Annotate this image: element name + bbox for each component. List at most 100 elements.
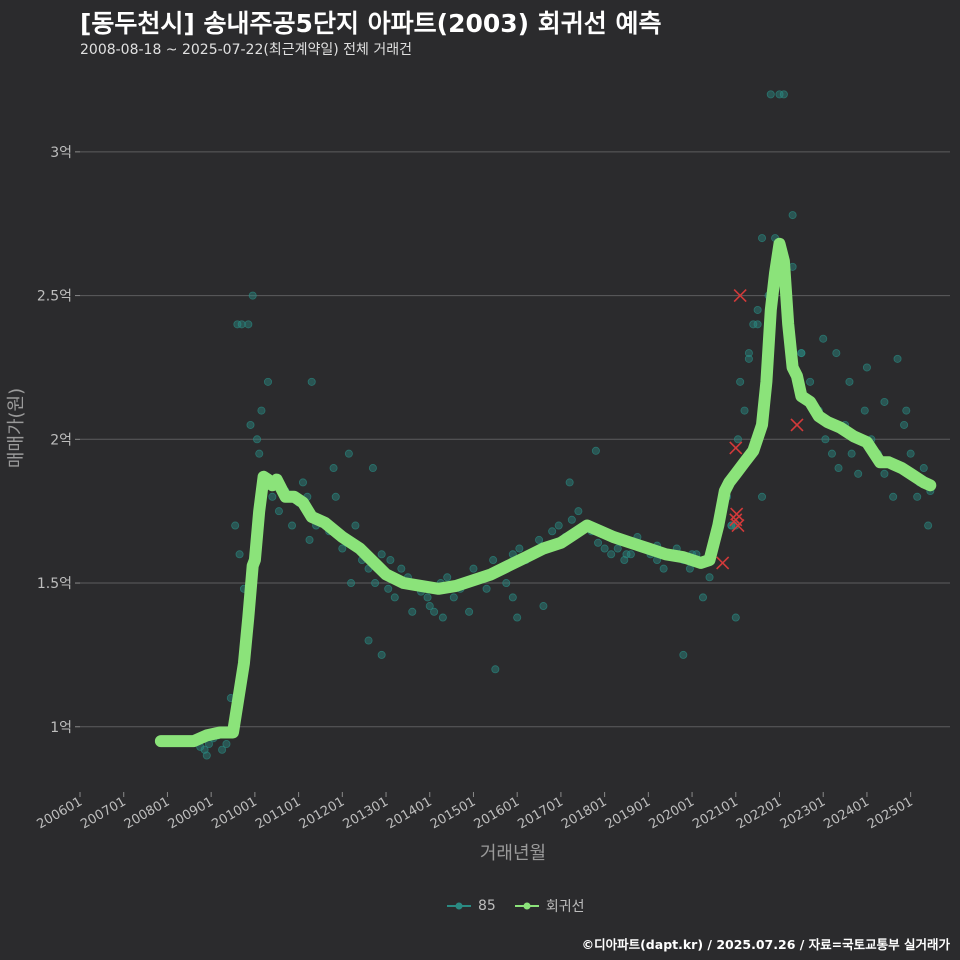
data-point bbox=[237, 320, 246, 329]
data-point bbox=[443, 573, 452, 582]
x-tick-label: 202301 bbox=[778, 794, 828, 832]
x-tick-label: 201701 bbox=[515, 794, 565, 832]
data-point bbox=[364, 636, 373, 645]
data-point bbox=[438, 613, 447, 622]
data-point bbox=[880, 469, 889, 478]
scatter-points bbox=[196, 90, 935, 760]
legend-label-85: 85 bbox=[478, 898, 496, 914]
data-point bbox=[386, 556, 395, 565]
data-point bbox=[679, 650, 688, 659]
data-point bbox=[233, 320, 242, 329]
legend: 85 회귀선 bbox=[446, 896, 594, 916]
data-point bbox=[235, 550, 244, 559]
data-point bbox=[600, 544, 609, 553]
data-point bbox=[567, 515, 576, 524]
x-axis-label: 거래년월 bbox=[480, 843, 546, 864]
data-point bbox=[860, 406, 869, 415]
data-point bbox=[913, 492, 922, 501]
data-point bbox=[274, 507, 283, 516]
x-tick-label: 201801 bbox=[559, 794, 609, 832]
data-point bbox=[268, 492, 277, 501]
data-point bbox=[758, 234, 767, 243]
data-point bbox=[591, 446, 600, 455]
data-point bbox=[244, 320, 253, 329]
x-tick-label: 200801 bbox=[122, 794, 172, 832]
x-tick-label: 201301 bbox=[341, 794, 391, 832]
x-axis-ticks: 2006012007012008012009012010012011012012… bbox=[35, 792, 916, 832]
anomaly-marker bbox=[731, 518, 745, 533]
data-point bbox=[508, 593, 517, 602]
anomaly-stroke bbox=[729, 441, 743, 455]
data-point bbox=[574, 507, 583, 516]
data-point bbox=[502, 579, 511, 588]
data-point bbox=[626, 550, 635, 559]
data-point bbox=[202, 751, 211, 760]
data-point bbox=[539, 602, 548, 611]
data-point bbox=[819, 334, 828, 343]
data-point bbox=[766, 90, 775, 99]
anomaly-stroke bbox=[731, 518, 745, 533]
data-point bbox=[902, 406, 911, 415]
data-point bbox=[847, 449, 856, 458]
data-point bbox=[821, 435, 830, 444]
anomaly-stroke bbox=[790, 418, 804, 432]
data-point bbox=[371, 579, 380, 588]
data-point bbox=[779, 90, 788, 99]
data-point bbox=[880, 397, 889, 406]
data-point bbox=[491, 665, 500, 674]
y-tick-label: 2.5억 bbox=[37, 289, 72, 305]
x-tick-label: 201101 bbox=[253, 794, 303, 832]
legend-item-regression: 회귀선 bbox=[514, 896, 585, 916]
data-point bbox=[797, 349, 806, 358]
data-point bbox=[425, 602, 434, 611]
data-point bbox=[263, 377, 272, 386]
grid-lines bbox=[80, 151, 950, 728]
x-tick-label: 201201 bbox=[297, 794, 347, 832]
y-axis-ticks: 1억 1.5억 2억 2.5억 3억 bbox=[37, 145, 80, 736]
data-point bbox=[554, 521, 563, 530]
data-point bbox=[347, 579, 356, 588]
y-tick-label: 2억 bbox=[50, 432, 72, 448]
data-point bbox=[482, 584, 491, 593]
y-axis-label: 매매가(원) bbox=[6, 388, 27, 468]
data-point bbox=[331, 492, 340, 501]
data-point bbox=[832, 349, 841, 358]
data-point bbox=[862, 363, 871, 372]
legend-label-regression: 회귀선 bbox=[545, 899, 585, 915]
data-point bbox=[731, 613, 740, 622]
data-point bbox=[408, 607, 417, 616]
y-tick-label: 1.5억 bbox=[37, 576, 72, 592]
x-tick-label: 202201 bbox=[734, 794, 784, 832]
x-tick-label: 200601 bbox=[35, 794, 85, 832]
data-point bbox=[753, 320, 762, 329]
source-caption: ©디아파트(dapt.kr) / 2025.07.26 / 자료=국토교통부 실… bbox=[581, 937, 950, 952]
data-point bbox=[705, 573, 714, 582]
data-point bbox=[377, 650, 386, 659]
data-point bbox=[548, 527, 557, 536]
x-tick-label: 202001 bbox=[647, 794, 697, 832]
data-point bbox=[430, 607, 439, 616]
anomaly-stroke bbox=[729, 513, 743, 527]
data-point bbox=[222, 740, 231, 749]
data-point bbox=[924, 521, 933, 530]
data-point bbox=[613, 544, 622, 553]
data-point bbox=[788, 211, 797, 220]
data-point bbox=[758, 492, 767, 501]
data-point bbox=[659, 564, 668, 573]
anomaly-stroke bbox=[716, 556, 730, 570]
data-point bbox=[449, 593, 458, 602]
data-point bbox=[731, 521, 740, 530]
data-point bbox=[248, 291, 257, 300]
anomaly-marker bbox=[716, 556, 730, 570]
data-point bbox=[469, 564, 478, 573]
data-point bbox=[744, 349, 753, 358]
data-point bbox=[423, 593, 432, 602]
data-point bbox=[893, 354, 902, 363]
data-point bbox=[368, 464, 377, 473]
data-point bbox=[246, 420, 255, 429]
legend-swatch-85 bbox=[447, 902, 471, 910]
x-tick-label: 202101 bbox=[690, 794, 740, 832]
x-tick-label: 202501 bbox=[865, 794, 915, 832]
data-point bbox=[513, 613, 522, 622]
